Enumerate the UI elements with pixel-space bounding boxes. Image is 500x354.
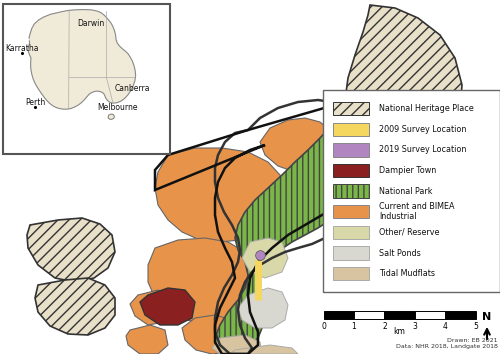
Bar <box>333 184 368 198</box>
Polygon shape <box>215 92 400 354</box>
Bar <box>333 143 368 156</box>
Polygon shape <box>130 290 175 325</box>
Text: 2009 Survey Location: 2009 Survey Location <box>380 125 466 134</box>
Text: Karratha: Karratha <box>5 44 38 53</box>
Text: Drawn: EB 2021
Data: NHR 2018, Landgate 2018: Drawn: EB 2021 Data: NHR 2018, Landgate … <box>396 338 498 349</box>
Text: 4: 4 <box>443 322 448 331</box>
Polygon shape <box>126 325 168 354</box>
Polygon shape <box>212 335 262 354</box>
Polygon shape <box>230 345 298 354</box>
Bar <box>333 267 368 280</box>
Bar <box>333 102 368 115</box>
Text: Dampier Town: Dampier Town <box>380 166 436 175</box>
Bar <box>415 311 446 319</box>
Text: Perth: Perth <box>25 98 46 107</box>
Text: Current and BIMEA
Industrial: Current and BIMEA Industrial <box>380 202 455 222</box>
Bar <box>333 164 368 177</box>
Bar <box>324 311 354 319</box>
Polygon shape <box>108 114 114 119</box>
Text: Salt Ponds: Salt Ponds <box>380 249 421 258</box>
Text: 0: 0 <box>321 322 326 331</box>
Polygon shape <box>182 315 242 354</box>
Polygon shape <box>242 238 288 278</box>
Text: N: N <box>482 312 492 322</box>
Polygon shape <box>352 120 405 170</box>
Bar <box>333 122 368 136</box>
Text: 3: 3 <box>412 322 418 331</box>
Text: National Heritage Place: National Heritage Place <box>380 104 474 113</box>
Bar <box>333 246 368 260</box>
Text: 2019 Survey Location: 2019 Survey Location <box>380 145 466 154</box>
Polygon shape <box>28 10 136 109</box>
Bar <box>333 226 368 239</box>
Text: Melbourne: Melbourne <box>97 103 138 112</box>
Bar <box>354 311 384 319</box>
Bar <box>446 311 476 319</box>
Polygon shape <box>260 118 335 172</box>
Polygon shape <box>345 5 462 160</box>
Polygon shape <box>140 288 195 325</box>
Polygon shape <box>238 288 288 328</box>
Polygon shape <box>155 148 285 242</box>
Polygon shape <box>35 278 115 335</box>
Text: National Park: National Park <box>380 187 433 196</box>
Text: 1: 1 <box>352 322 356 331</box>
Text: 5: 5 <box>473 322 478 331</box>
Text: Other/ Reserve: Other/ Reserve <box>380 228 440 237</box>
Text: km: km <box>394 327 406 336</box>
Text: 2: 2 <box>382 322 387 331</box>
Polygon shape <box>148 238 258 322</box>
Text: Tidal Mudflats: Tidal Mudflats <box>380 269 436 278</box>
Text: Darwin: Darwin <box>77 19 104 28</box>
Bar <box>333 205 368 218</box>
Polygon shape <box>27 218 115 282</box>
Text: Canberra: Canberra <box>114 84 150 93</box>
Bar <box>384 311 415 319</box>
Polygon shape <box>378 168 465 240</box>
Polygon shape <box>290 188 318 215</box>
